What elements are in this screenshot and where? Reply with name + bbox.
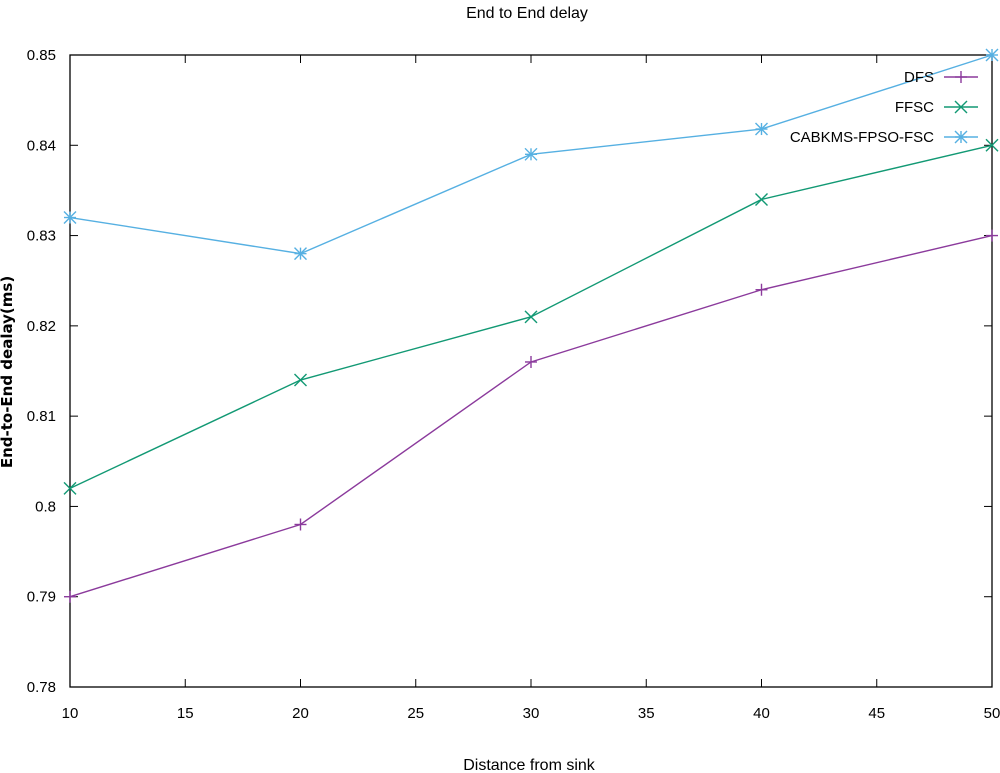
y-axis-label: End-to-End dealay(ms) bbox=[0, 276, 16, 468]
legend-marker bbox=[954, 100, 968, 114]
legend-marker bbox=[954, 130, 968, 144]
y-tick-label: 0.82 bbox=[27, 318, 56, 335]
y-tick-label: 0.84 bbox=[27, 137, 56, 154]
x-tick-label: 20 bbox=[292, 705, 309, 722]
series-dfs bbox=[64, 229, 998, 603]
x-tick-label: 25 bbox=[407, 705, 424, 722]
legend-item: CABKMS-FPSO-FSC bbox=[790, 129, 978, 146]
x-tick-label: 10 bbox=[62, 705, 79, 722]
data-point bbox=[524, 147, 538, 161]
legend-label: DFS bbox=[904, 69, 934, 86]
data-point bbox=[294, 373, 307, 387]
legend-item: DFS bbox=[904, 69, 978, 86]
y-tick-label: 0.8 bbox=[35, 498, 56, 515]
y-tick-label: 0.81 bbox=[27, 408, 56, 425]
data-point bbox=[64, 590, 76, 603]
legend-label: CABKMS-FPSO-FSC bbox=[790, 129, 934, 146]
legend-item: FFSC bbox=[895, 99, 978, 116]
chart-title: End to End delay bbox=[466, 5, 588, 22]
legend-label: FFSC bbox=[895, 99, 934, 116]
data-point bbox=[524, 310, 538, 324]
data-point bbox=[525, 355, 537, 368]
data-point bbox=[294, 247, 307, 261]
series-cabkms-fpso-fsc bbox=[63, 48, 999, 261]
y-tick-label: 0.78 bbox=[27, 679, 56, 696]
data-point bbox=[63, 481, 77, 495]
x-tick-label: 15 bbox=[177, 705, 194, 722]
x-tick-label: 40 bbox=[753, 705, 770, 722]
x-tick-label: 30 bbox=[523, 705, 540, 722]
x-tick-label: 45 bbox=[868, 705, 885, 722]
data-point bbox=[755, 283, 768, 296]
series-line bbox=[69, 234, 993, 598]
legend: DFS FFSC CABKMS-FPSO-FSC bbox=[790, 69, 978, 146]
y-tick-label: 0.83 bbox=[27, 228, 56, 245]
x-axis-label: Distance from sink bbox=[463, 757, 596, 773]
data-point bbox=[63, 211, 77, 225]
y-tick-label: 0.85 bbox=[27, 47, 56, 64]
data-point bbox=[985, 48, 999, 62]
data-point bbox=[294, 518, 307, 531]
x-tick-label: 35 bbox=[638, 705, 655, 722]
series-ffsc bbox=[63, 138, 999, 495]
x-tick-label: 50 bbox=[984, 705, 1000, 722]
data-point bbox=[755, 122, 768, 136]
legend-marker bbox=[955, 71, 967, 83]
data-point bbox=[755, 192, 768, 206]
y-tick-label: 0.79 bbox=[27, 589, 56, 606]
data-point bbox=[986, 229, 998, 242]
data-point bbox=[985, 138, 999, 152]
